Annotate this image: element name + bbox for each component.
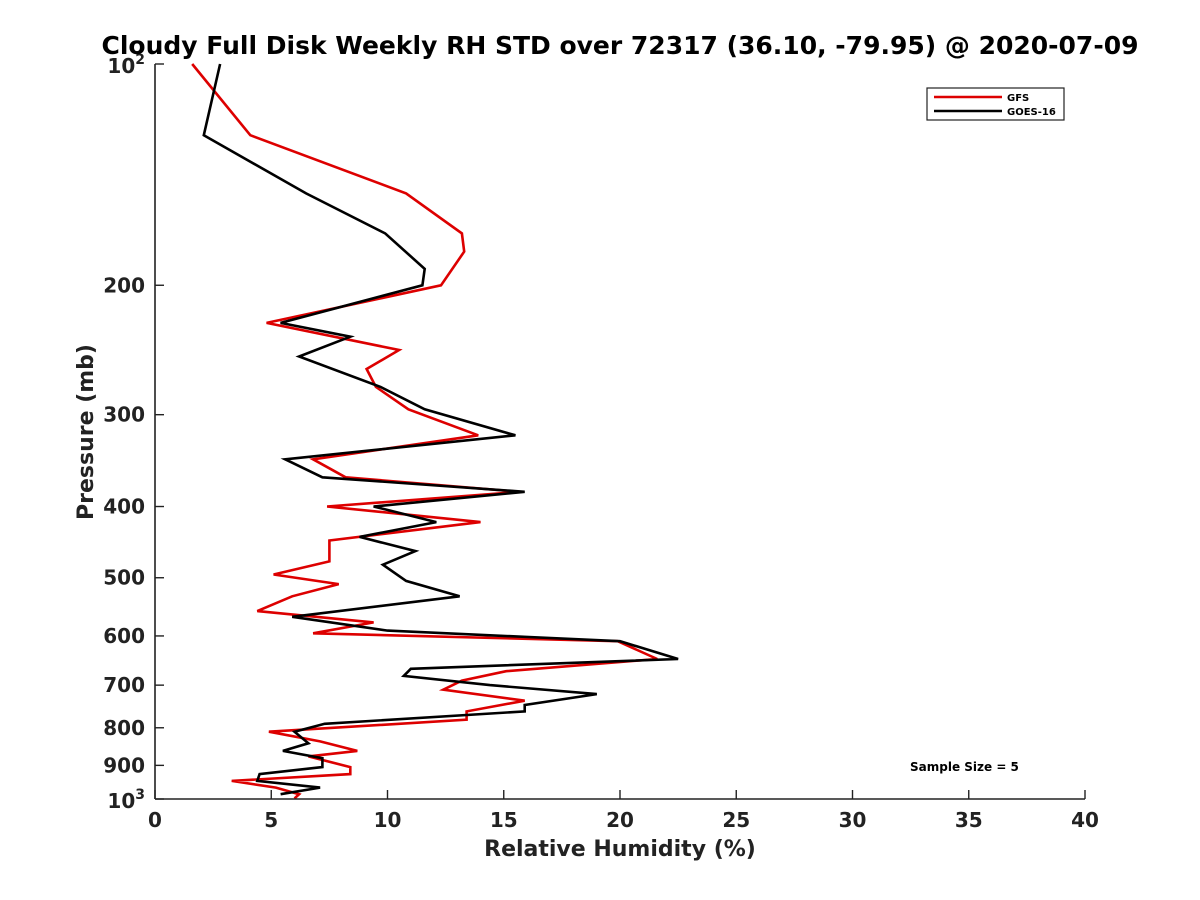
legend-box: [926, 87, 1065, 121]
x-axis-label: Relative Humidity (%): [484, 837, 756, 862]
x-tick-label: 10: [374, 808, 402, 832]
x-tick-label: 40: [1071, 808, 1099, 832]
y-axis-label: Pressure (mb): [74, 344, 99, 520]
x-tick-label: 25: [722, 808, 750, 832]
y-tick-label: 200: [103, 273, 145, 297]
x-tick-label: 0: [148, 808, 162, 832]
y-tick-label: 800: [103, 716, 145, 740]
chart-title: Cloudy Full Disk Weekly RH STD over 7231…: [101, 31, 1138, 60]
x-tick-label: 15: [490, 808, 518, 832]
y-tick-label: 700: [103, 673, 145, 697]
series-line-goes16: [202, 63, 679, 796]
sample-size-annotation: Sample Size = 5: [910, 760, 1019, 774]
y-tick-base: 10: [107, 789, 135, 813]
x-tick-label: 20: [606, 808, 634, 832]
x-ticks: 0 5 10 15 20 25 30 35 40: [148, 790, 1099, 832]
y-tick-label: 102: [107, 52, 145, 78]
x-tick-label: 35: [955, 808, 983, 832]
y-tick-label: 400: [103, 495, 145, 519]
legend-label-goes16: GOES-16: [1007, 107, 1056, 118]
legend-label-gfs: GFS: [1007, 93, 1029, 104]
x-tick-label: 30: [839, 808, 867, 832]
y-tick-base: 10: [107, 54, 135, 78]
y-tick-label: 103: [107, 787, 145, 813]
y-tick-label: 900: [103, 753, 145, 777]
legend: GFS GOES-16: [926, 87, 1065, 121]
series-lines: [191, 63, 679, 800]
series-line-gfs: [191, 63, 658, 800]
y-tick-exponent: 3: [135, 787, 145, 803]
y-tick-label: 500: [103, 566, 145, 590]
y-tick-exponent: 2: [135, 52, 145, 68]
y-tick-label: 300: [103, 403, 145, 427]
y-tick-label: 600: [103, 624, 145, 648]
x-tick-label: 5: [264, 808, 278, 832]
plot-area: [155, 64, 1085, 799]
